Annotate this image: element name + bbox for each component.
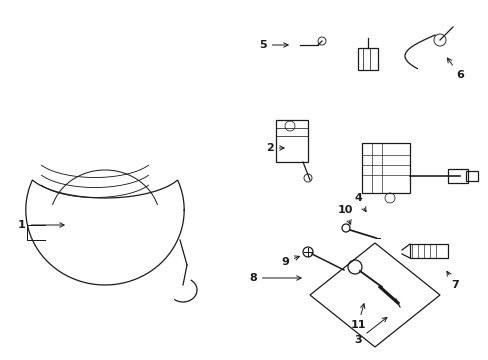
Text: 10: 10 <box>337 205 352 224</box>
Bar <box>465 171 477 181</box>
Text: 8: 8 <box>248 273 301 283</box>
Text: 6: 6 <box>447 58 463 80</box>
Bar <box>361 143 409 193</box>
Text: 1: 1 <box>18 220 64 230</box>
Text: 4: 4 <box>353 193 366 212</box>
Text: 7: 7 <box>446 271 458 290</box>
Bar <box>275 120 307 162</box>
Text: 14: 14 <box>0 359 1 360</box>
Bar <box>357 48 377 70</box>
Bar <box>409 244 447 258</box>
Text: 9: 9 <box>281 256 299 267</box>
Text: 11: 11 <box>349 304 365 330</box>
Text: 13: 13 <box>0 359 1 360</box>
Text: 3: 3 <box>353 318 386 345</box>
Text: 12: 12 <box>0 359 1 360</box>
Bar <box>447 169 467 183</box>
Text: 5: 5 <box>259 40 287 50</box>
Text: 2: 2 <box>265 143 284 153</box>
